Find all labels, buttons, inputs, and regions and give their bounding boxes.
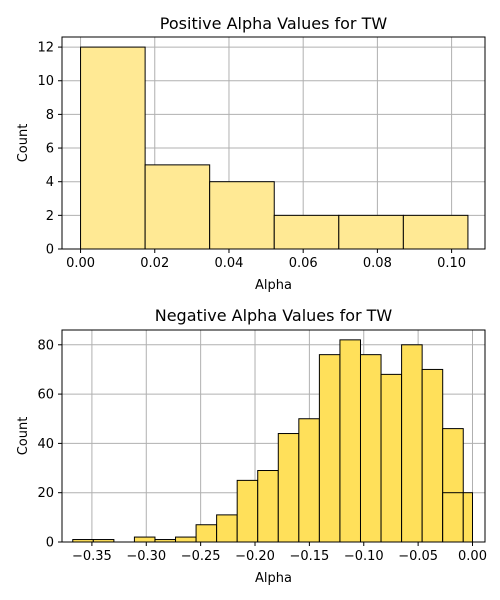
x-tick-label: −0.25 <box>181 549 221 564</box>
x-axis-label: Alpha <box>255 278 292 293</box>
y-tick-label: 0 <box>46 536 54 551</box>
x-tick-label: 0.00 <box>458 549 487 564</box>
y-tick-label: 8 <box>46 108 54 123</box>
y-tick-label: 40 <box>37 437 54 452</box>
y-tick-label: 60 <box>37 388 54 403</box>
chart-title: Negative Alpha Values for TW <box>155 306 393 325</box>
histogram-bar <box>402 214 469 250</box>
x-tick-label: −0.20 <box>235 549 275 564</box>
histogram-bar <box>298 418 320 543</box>
x-tick-label: −0.15 <box>289 549 329 564</box>
chart-2: −0.35 −0.30 −0.25 −0.20 −0.15 −0.10 −0.05 0.00 0… <box>16 306 487 586</box>
y-tick-label: 0 <box>46 243 54 258</box>
y-tick-label: 10 <box>37 74 54 89</box>
histogram-bar <box>273 214 340 250</box>
plot-frame <box>61 36 486 250</box>
y-tick-label: 4 <box>46 175 54 190</box>
histogram-bar <box>338 214 404 250</box>
y-tick-label: 6 <box>46 142 54 157</box>
histogram-bar <box>380 373 403 543</box>
x-tick-label: 0.00 <box>66 256 95 271</box>
x-tick-label: 0.04 <box>214 256 243 271</box>
histogram-bar <box>318 354 341 543</box>
histogram-bar <box>133 536 156 543</box>
x-tick-label: 0.02 <box>140 256 169 271</box>
histogram-bar <box>277 433 300 543</box>
x-tick-label: −0.35 <box>72 549 112 564</box>
x-tick-label: −0.05 <box>398 549 438 564</box>
x-tick-label: 0.10 <box>437 256 466 271</box>
y-tick-label: 2 <box>46 209 54 224</box>
histogram-bar <box>209 181 275 250</box>
x-axis-label: Alpha <box>255 571 292 586</box>
histogram-bar <box>216 514 238 543</box>
y-axis-label: Count <box>16 417 31 456</box>
histogram-bar <box>401 344 423 543</box>
chart-1: 0.00 0.02 0.04 0.06 0.08 0.10 0 2 4 6 8 10 12 Positiv… <box>16 14 486 293</box>
histogram-bar <box>462 492 473 543</box>
plot-frame <box>61 329 486 543</box>
histogram-bar <box>421 368 444 543</box>
histogram-bar <box>257 470 279 543</box>
y-tick-label: 12 <box>37 41 54 56</box>
x-tick-label: 0.06 <box>289 256 318 271</box>
histogram-bar <box>144 164 211 250</box>
x-tick-label: −0.10 <box>344 549 384 564</box>
histogram-bar <box>80 46 146 250</box>
y-tick-label: 20 <box>37 486 54 501</box>
histogram-bar <box>236 479 259 543</box>
histogram-bar <box>175 536 197 543</box>
histogram-bar <box>442 492 464 543</box>
histogram-bar <box>195 524 218 543</box>
x-tick-label: −0.30 <box>126 549 166 564</box>
chart-title: Positive Alpha Values for TW <box>160 14 388 33</box>
histogram-bar <box>359 354 382 543</box>
y-tick-label: 80 <box>37 338 54 353</box>
x-tick-label: 0.08 <box>363 256 392 271</box>
y-axis-label: Count <box>16 124 31 163</box>
histogram-bar <box>339 339 361 543</box>
